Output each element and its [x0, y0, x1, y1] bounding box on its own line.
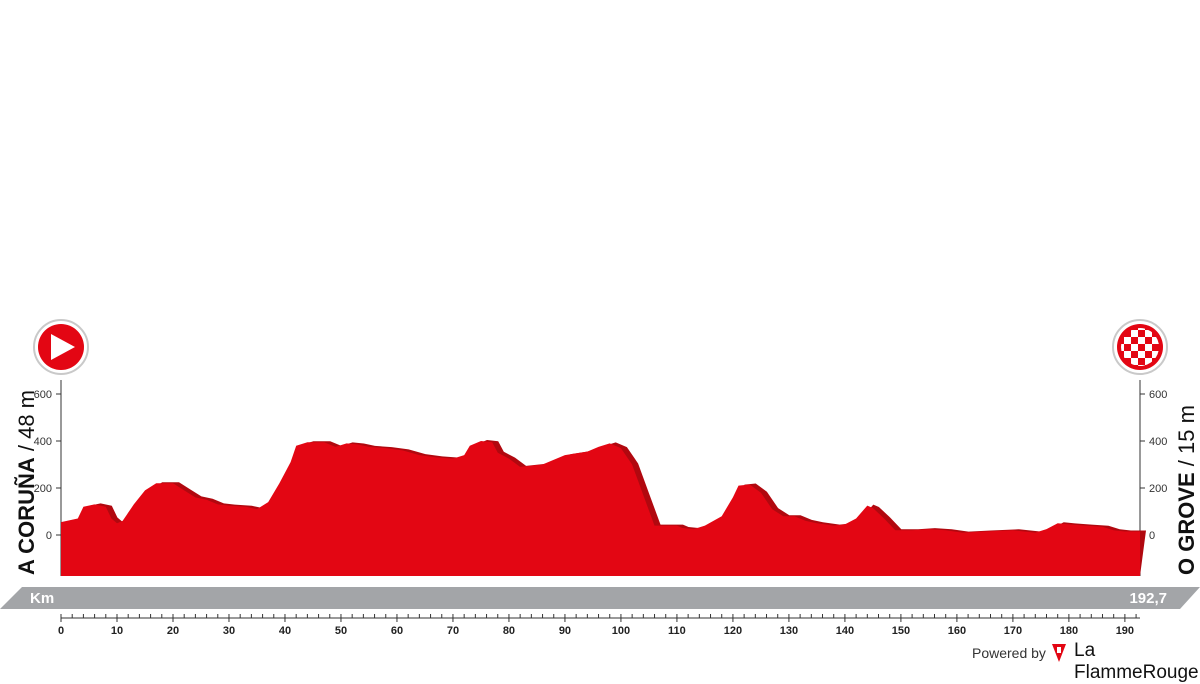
y-tick-label-right: 600: [1149, 389, 1167, 401]
x-tick-label: 80: [503, 625, 515, 637]
x-tick-label: 160: [948, 625, 966, 637]
x-tick-label: 60: [391, 625, 403, 637]
finish-checkered-flag-icon: [1112, 319, 1168, 375]
x-tick-label: 20: [167, 625, 179, 637]
x-tick-label: 180: [1060, 625, 1078, 637]
distance-bar-band: [0, 587, 1200, 609]
y-tick-label-right: 400: [1149, 436, 1167, 448]
distance-bar: Km 192,7: [0, 587, 1200, 609]
x-tick-label: 40: [279, 625, 291, 637]
flamme-rouge-logo-icon: [1052, 644, 1066, 662]
x-tick-label: 190: [1116, 625, 1134, 637]
x-tick-label: 170: [1004, 625, 1022, 637]
stage-profile-chart: 0 0 200 200 400 400 600 600 Km 192,7 0 10 20 30 40 50…: [0, 319, 1200, 662]
x-tick-label: 150: [892, 625, 910, 637]
powered-by-label: Powered by: [972, 645, 1046, 661]
start-location: A CORUÑA / 48 m: [14, 390, 39, 575]
y-tick-label-right: 0: [1149, 530, 1155, 542]
finish-location: O GROVE / 15 m: [1174, 405, 1199, 575]
y-tick-label-left: 600: [34, 389, 52, 401]
y-tick-label-right: 200: [1149, 483, 1167, 495]
start-place-name: A CORUÑA: [14, 457, 39, 575]
brand-name: La FlammeRouge: [1074, 640, 1199, 683]
profile-area: [61, 441, 1140, 576]
x-tick-label: 0: [58, 625, 64, 637]
km-label: Km: [30, 590, 54, 607]
x-tick-label: 120: [724, 625, 742, 637]
x-tick-label: 30: [223, 625, 235, 637]
x-axis-ticks: 0 10 20 30 40 50 60 70 80 90 100 110 120 130 140 150 160…: [58, 614, 1140, 637]
start-elevation: 48 m: [14, 390, 39, 439]
y-tick-label-left: 200: [34, 483, 52, 495]
total-distance-label: 192,7: [1129, 590, 1167, 607]
elevation-profile: [61, 440, 1146, 576]
x-tick-label: 90: [559, 625, 571, 637]
x-tick-label: 50: [335, 625, 347, 637]
start-play-icon: [33, 319, 89, 375]
x-tick-label: 10: [111, 625, 123, 637]
x-tick-label: 70: [447, 625, 459, 637]
x-tick-label: 130: [780, 625, 798, 637]
axes: 0 0 200 200 400 400 600 600: [34, 380, 1167, 576]
finish-place-name: O GROVE: [1174, 472, 1199, 575]
x-tick-label: 110: [668, 625, 686, 637]
y-tick-label-left: 400: [34, 436, 52, 448]
y-tick-label-left: 0: [46, 530, 52, 542]
finish-elevation: 15 m: [1174, 405, 1199, 454]
x-tick-label: 140: [836, 625, 854, 637]
x-tick-label: 100: [612, 625, 630, 637]
